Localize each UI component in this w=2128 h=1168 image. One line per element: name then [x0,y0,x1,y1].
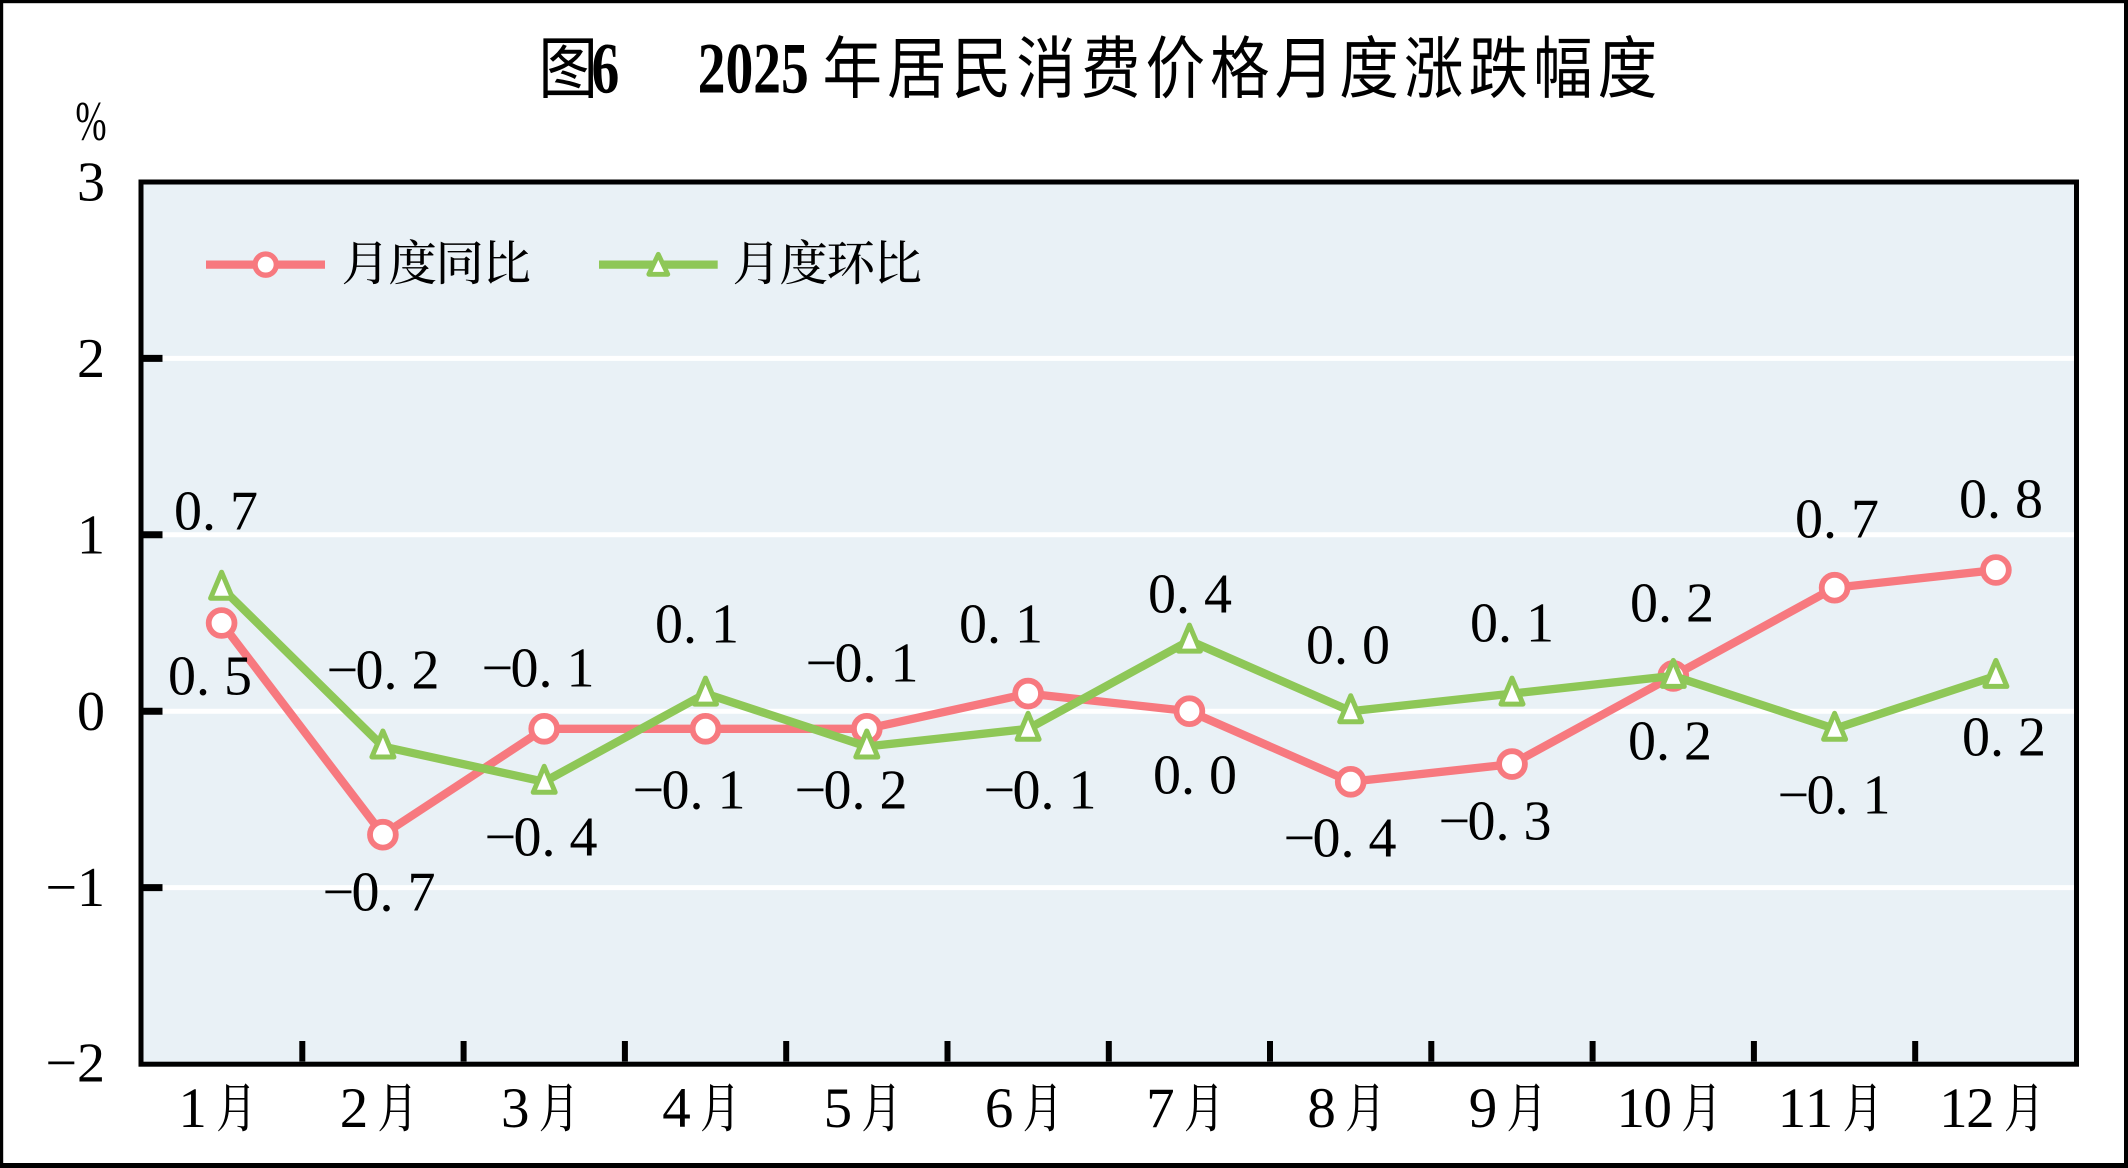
svg-text:−0.1: −0.1 [806,633,919,695]
svg-text:%: % [75,92,106,153]
svg-text:10: 10 [1617,1077,1673,1140]
svg-text:11: 11 [1778,1077,1834,1140]
svg-text:−2: −2 [45,1033,105,1095]
svg-text:6: 6 [985,1077,1014,1140]
svg-text:7: 7 [1146,1077,1175,1140]
svg-text:−0.4: −0.4 [1284,808,1397,870]
svg-text:−0.1: −0.1 [1778,765,1891,827]
svg-text:1: 1 [77,504,105,566]
svg-text:−0.1: −0.1 [482,638,595,700]
svg-text:4: 4 [662,1077,691,1140]
svg-text:5: 5 [824,1077,853,1140]
svg-text:−0.2: −0.2 [327,640,440,702]
svg-text:−0.1: −0.1 [633,760,746,822]
svg-text:−0.1: −0.1 [984,760,1097,822]
svg-text:9: 9 [1469,1077,1498,1140]
svg-text:−0.2: −0.2 [795,760,908,822]
svg-text:−0.7: −0.7 [323,862,436,924]
svg-text:3: 3 [501,1077,530,1140]
svg-text:−0.3: −0.3 [1439,791,1552,853]
svg-text:8: 8 [1307,1077,1336,1140]
svg-text:−0.4: −0.4 [485,807,598,869]
svg-text:3: 3 [77,152,105,214]
svg-text:12: 12 [1939,1077,1995,1140]
svg-text:2: 2 [77,328,105,390]
svg-text:0: 0 [77,681,105,743]
svg-text:1: 1 [178,1077,207,1140]
svg-text:2: 2 [340,1077,369,1140]
svg-text:−1: −1 [45,857,105,919]
